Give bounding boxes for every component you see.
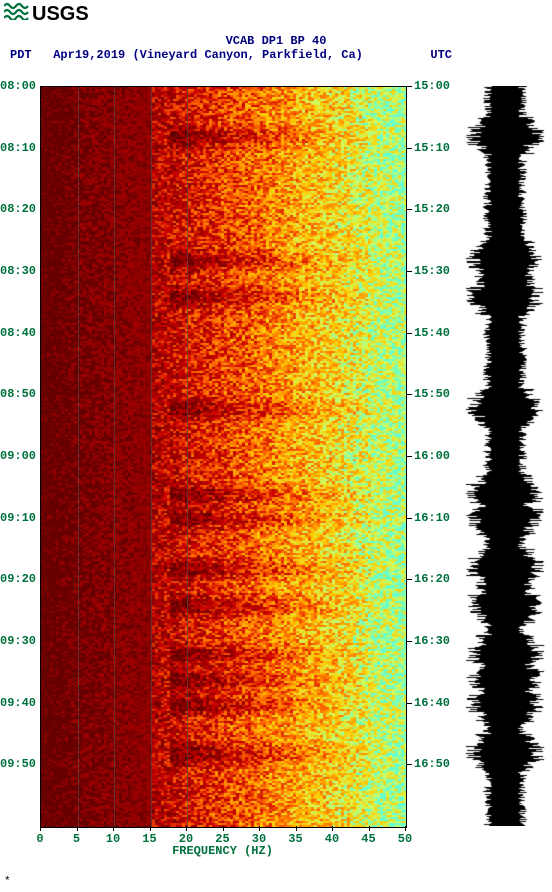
y-tick-left: 09:00	[0, 449, 38, 463]
waveform-panel	[465, 86, 545, 826]
x-tick: 35	[296, 826, 297, 831]
y-tick-left: 09:40	[0, 696, 38, 710]
y-tick-right: 15:10	[406, 141, 450, 155]
x-tick: 25	[223, 826, 224, 831]
station-title: VCAB DP1 BP 40	[0, 34, 552, 48]
y-tick-right: 15:50	[406, 387, 450, 401]
y-tick-left: 08:50	[0, 387, 38, 401]
y-tick-right: 16:10	[406, 511, 450, 525]
y-tick-right: 15:20	[406, 202, 450, 216]
y-tick-left: 09:20	[0, 572, 38, 586]
date-label: Apr19,2019	[53, 48, 125, 62]
footer-mark: *	[4, 876, 11, 888]
y-tick-right: 15:40	[406, 326, 450, 340]
y-tick-left: 08:10	[0, 141, 38, 155]
y-tick-left: 08:20	[0, 202, 38, 216]
tz-right-label: UTC	[430, 48, 552, 62]
chart-header: VCAB DP1 BP 40 PDT Apr19,2019 (Vineyard …	[0, 34, 552, 62]
y-tick-left: 08:40	[0, 326, 38, 340]
y-tick-left: 08:30	[0, 264, 38, 278]
x-axis-label: FREQUENCY (HZ)	[40, 844, 405, 858]
y-tick-right: 15:30	[406, 264, 450, 278]
tz-left-label: PDT	[10, 48, 32, 62]
y-tick-right: 16:40	[406, 696, 450, 710]
logo-text: USGS	[32, 3, 89, 26]
gridline-vertical	[151, 87, 152, 827]
x-axis-ticks: 0 5 10 15 20 25 30 35 40 45 50	[40, 826, 405, 846]
x-tick: 45	[369, 826, 370, 831]
y-axis-right-utc: 15:0015:1015:2015:3015:4015:5016:0016:10…	[406, 86, 450, 826]
spectrogram-canvas	[41, 87, 406, 827]
x-tick: 30	[259, 826, 260, 831]
location-label: (Vineyard Canyon, Parkfield, Ca)	[132, 48, 362, 62]
x-tick: 10	[113, 826, 114, 831]
y-tick-right: 16:00	[406, 449, 450, 463]
x-tick: 50	[405, 826, 406, 831]
x-tick: 40	[332, 826, 333, 831]
x-tick: 15	[150, 826, 151, 831]
y-tick-left: 08:00	[0, 79, 38, 93]
y-tick-right: 16:20	[406, 572, 450, 586]
gridline-vertical	[114, 87, 115, 827]
spectrogram-plot	[40, 86, 407, 828]
gridline-vertical	[78, 87, 79, 827]
y-tick-right: 15:00	[406, 79, 450, 93]
waveform-canvas	[465, 86, 545, 826]
x-tick: 5	[77, 826, 78, 831]
x-tick: 20	[186, 826, 187, 831]
gridline-vertical	[187, 87, 188, 827]
y-tick-left: 09:30	[0, 634, 38, 648]
usgs-logo: USGS	[4, 2, 89, 27]
y-tick-right: 16:50	[406, 757, 450, 771]
y-axis-left-pdt: 08:0008:1008:2008:3008:4008:5009:0009:10…	[0, 86, 38, 826]
logo-wave-icon	[4, 2, 30, 27]
y-tick-right: 16:30	[406, 634, 450, 648]
y-tick-left: 09:50	[0, 757, 38, 771]
x-tick: 0	[40, 826, 41, 831]
y-tick-left: 09:10	[0, 511, 38, 525]
